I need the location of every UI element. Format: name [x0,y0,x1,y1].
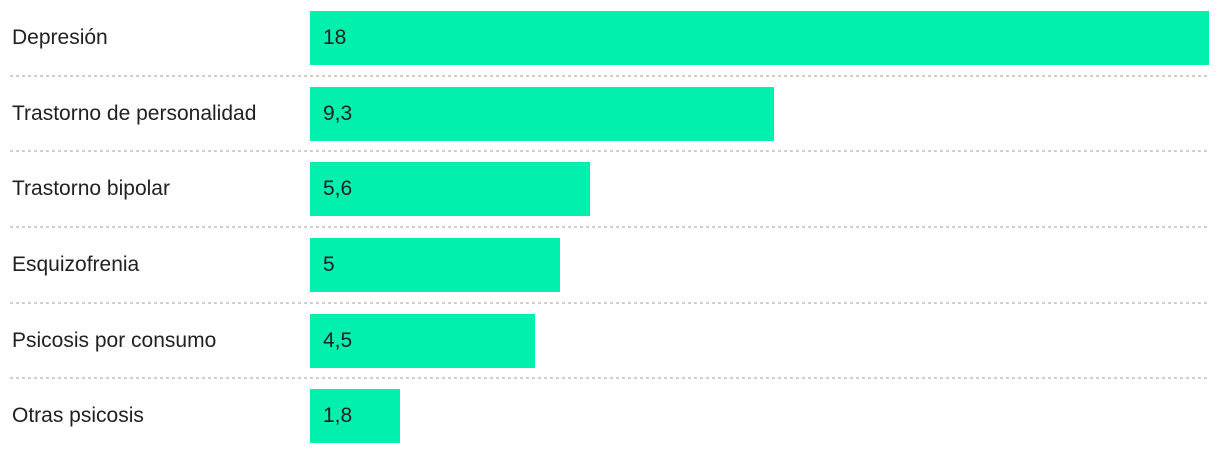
bar: 18 [310,10,1209,65]
category-label: Psicosis por consumo [12,328,217,352]
bar-value-label: 5,6 [323,177,353,201]
category-label: Trastorno de personalidad [12,101,257,125]
bar-value-label: 4,5 [323,328,353,352]
bar: 9,3 [310,86,775,141]
bar-value-label: 5 [323,252,335,276]
bar: 5 [310,237,560,292]
bar-value-label: 18 [323,25,347,49]
chart-row: Trastorno de personalidad 9,3 [0,76,1220,153]
category-label: Depresión [12,25,108,49]
chart-row: Depresión 18 [0,0,1220,77]
chart-row: Psicosis por consumo 4,5 [0,303,1220,380]
bar-value-label: 9,3 [323,101,353,125]
category-label: Otras psicosis [12,404,144,428]
bar: 4,5 [310,313,535,368]
bar: 5,6 [310,162,590,217]
chart-row: Esquizofrenia 5 [0,227,1220,304]
bar-track: 1,8 [310,378,1209,454]
chart-row: Trastorno bipolar 5,6 [0,151,1220,228]
bar-value-label: 1,8 [323,404,353,428]
bar-track: 5 [310,227,1209,303]
bar-track: 5,6 [310,151,1209,227]
bar-track: 9,3 [310,76,1209,152]
chart-row: Otras psicosis 1,8 [0,378,1220,454]
bar: 1,8 [310,389,400,444]
bar-track: 4,5 [310,303,1209,379]
category-label: Esquizofrenia [12,252,140,276]
bar-track: 18 [310,0,1209,76]
category-label: Trastorno bipolar [12,177,170,201]
